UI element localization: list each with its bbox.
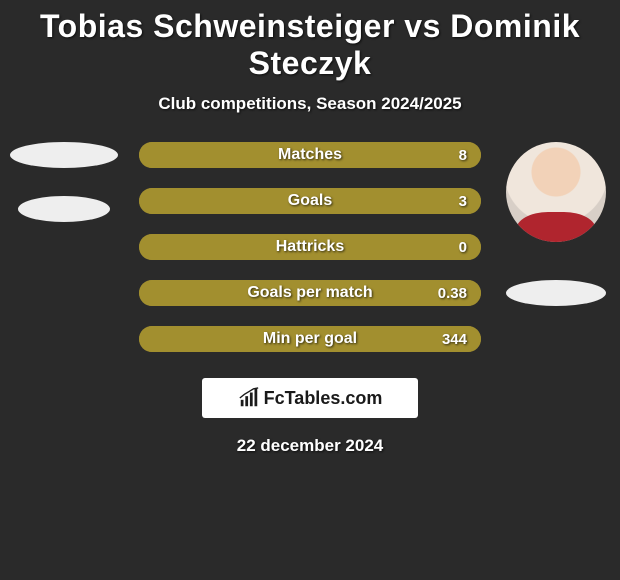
subtitle: Club competitions, Season 2024/2025 (0, 94, 620, 114)
stat-bar: Goals per match0.38 (139, 280, 481, 306)
comparison-panel: Matches8Goals3Hattricks0Goals per match0… (0, 142, 620, 352)
player-left-placeholder-1 (10, 142, 118, 168)
player-left-placeholder-2 (18, 196, 110, 222)
stat-value: 0 (459, 239, 467, 256)
stat-label: Min per goal (139, 330, 481, 348)
stat-bar: Min per goal344 (139, 326, 481, 352)
logo-text: FcTables.com (264, 388, 383, 409)
page-title: Tobias Schweinsteiger vs Dominik Steczyk (0, 0, 620, 82)
stat-value: 0.38 (438, 285, 467, 302)
stat-value: 3 (459, 193, 467, 210)
stat-bar: Matches8 (139, 142, 481, 168)
player-right-avatar (506, 142, 606, 242)
chart-icon (238, 387, 260, 409)
stat-bar: Goals3 (139, 188, 481, 214)
stat-value: 8 (459, 147, 467, 164)
date-text: 22 december 2024 (0, 436, 620, 456)
fctables-logo[interactable]: FcTables.com (202, 378, 418, 418)
player-right-column (496, 142, 616, 306)
stat-label: Goals per match (139, 284, 481, 302)
player-right-placeholder (506, 280, 606, 306)
stat-label: Goals (139, 192, 481, 210)
stat-label: Hattricks (139, 238, 481, 256)
stat-bar: Hattricks0 (139, 234, 481, 260)
stat-bars: Matches8Goals3Hattricks0Goals per match0… (139, 142, 481, 352)
stat-label: Matches (139, 146, 481, 164)
player-left-column (4, 142, 124, 222)
stat-value: 344 (442, 331, 467, 348)
